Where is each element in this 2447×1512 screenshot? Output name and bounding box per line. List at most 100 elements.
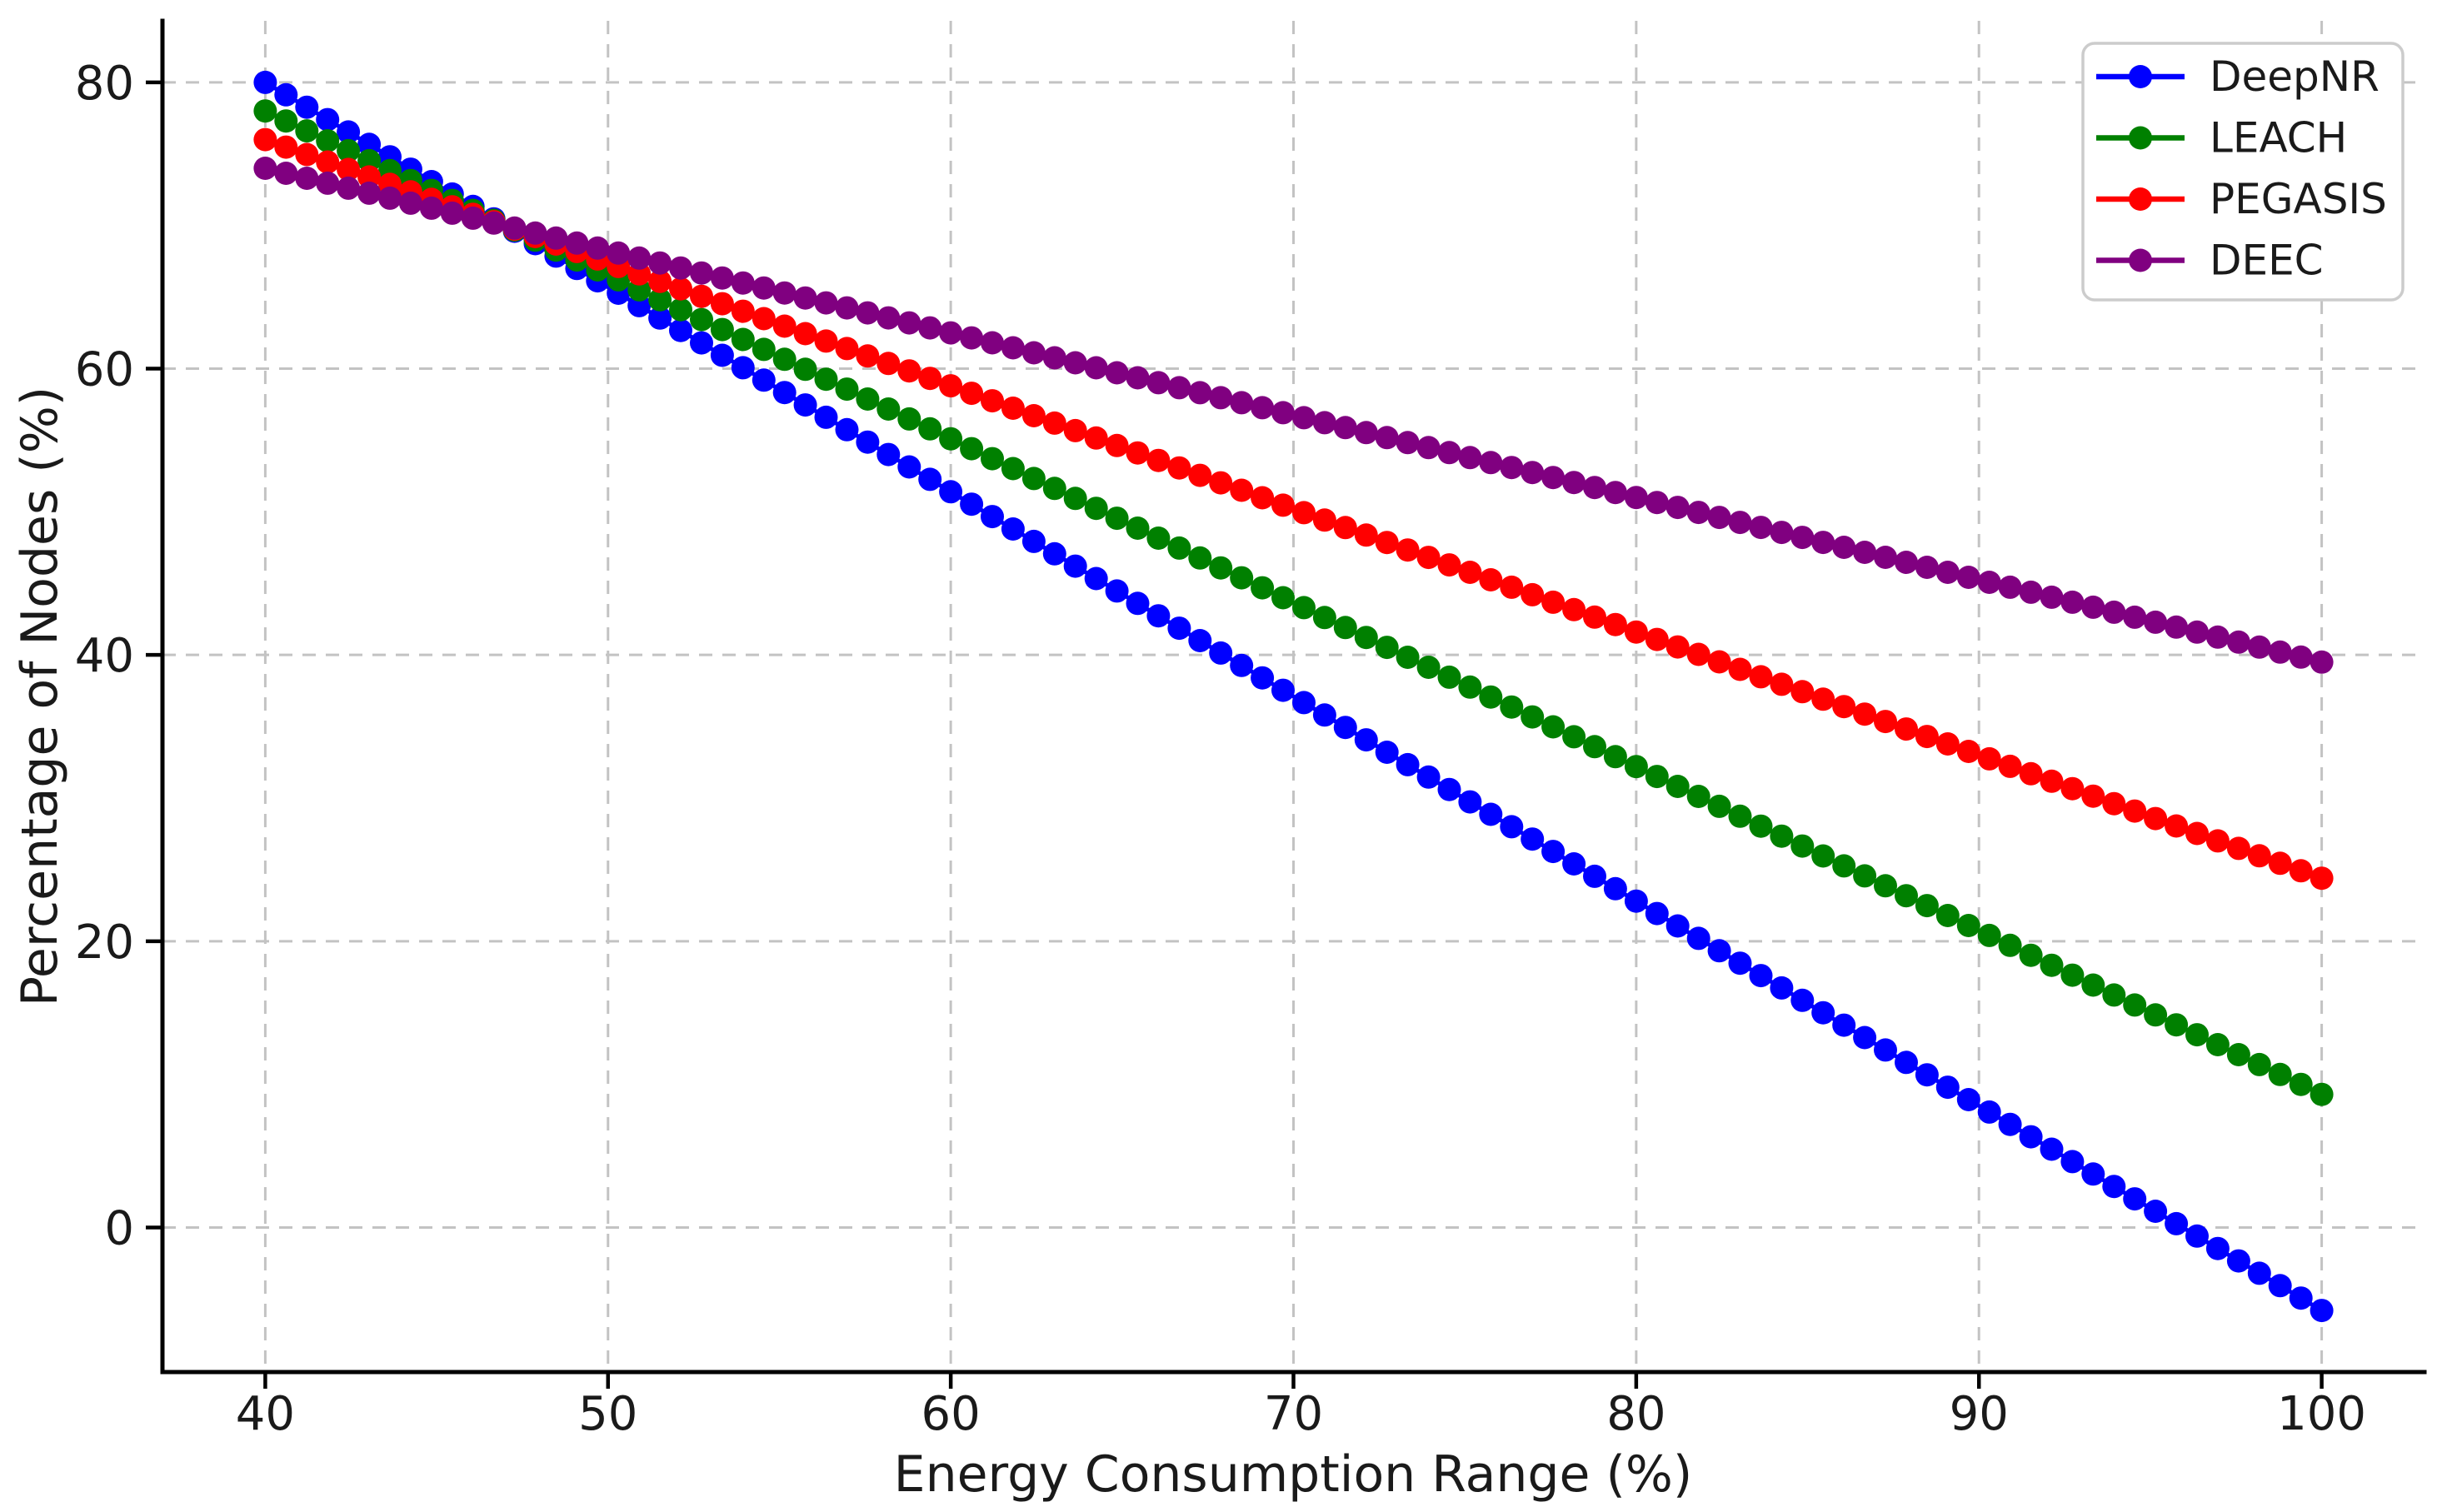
series-pegasis-marker	[1521, 582, 1545, 606]
axes-layer: 40 50 60 70 80 90 100 0 20 40 60 80	[75, 18, 2427, 1441]
series-deec-marker	[1895, 551, 1918, 574]
series-leach-marker	[2185, 1023, 2209, 1047]
series-deec-marker	[337, 176, 361, 200]
series-deec-marker	[1188, 381, 1212, 405]
series-leach-marker	[2226, 1043, 2250, 1066]
series-deec-marker	[1416, 436, 1441, 460]
series-deepnr-marker	[2165, 1211, 2189, 1235]
series-deepnr-marker	[2268, 1274, 2292, 1298]
legend-marker	[2129, 248, 2152, 272]
series-deepnr-marker	[1624, 889, 1648, 913]
series-pegasis-marker	[1354, 523, 1378, 547]
series-pegasis-marker	[1977, 746, 2001, 771]
series-deec-marker	[918, 316, 942, 340]
series-deec-marker	[939, 321, 963, 345]
series-deepnr-marker	[960, 492, 984, 516]
series-leach-marker	[2205, 1033, 2230, 1056]
series-deec-marker	[1541, 466, 1566, 490]
series-deepnr-marker	[1521, 827, 1545, 851]
series-leach-marker	[2144, 1003, 2168, 1027]
series-pegasis-marker	[2081, 784, 2105, 808]
series-deec-marker	[1167, 376, 1191, 400]
series-deepnr-marker	[1665, 914, 1690, 938]
series-pegasis-marker	[1707, 650, 1731, 674]
series-pegasis-marker	[1416, 546, 1441, 570]
series-deec-marker	[710, 266, 734, 290]
legend-entry-leach: LEACH	[2096, 114, 2347, 162]
series-leach-marker	[793, 357, 817, 382]
series-pegasis-marker	[1437, 553, 1461, 577]
series-deepnr-marker	[690, 331, 713, 355]
series-deec-marker	[357, 181, 382, 205]
series-pegasis-marker	[1063, 418, 1087, 442]
series-deepnr-marker	[1811, 1001, 1835, 1025]
series-deec-marker	[378, 186, 402, 210]
series-deepnr-marker	[1126, 591, 1150, 616]
series-pegasis-marker	[1001, 397, 1025, 420]
series-deec-marker	[1853, 541, 1877, 564]
series-deepnr-marker	[1915, 1063, 1939, 1087]
series-pegasis-marker	[793, 322, 817, 346]
series-pegasis-marker	[731, 299, 755, 323]
series-pegasis-marker	[1770, 672, 1794, 696]
series-deepnr-marker	[1312, 703, 1336, 727]
series-leach-marker	[2060, 963, 2085, 987]
series-deec	[253, 157, 2334, 674]
series-deepnr-marker	[2310, 1299, 2334, 1323]
series-deec-marker	[523, 221, 547, 245]
series-leach-marker	[1084, 497, 1108, 521]
series-pegasis-marker	[1935, 732, 1960, 756]
series-pegasis-marker	[1271, 493, 1295, 517]
series-deec-marker	[1146, 371, 1171, 395]
series-deepnr-marker	[1895, 1050, 1918, 1075]
series-deepnr-marker	[1188, 629, 1212, 652]
x-tick-label: 50	[578, 1387, 637, 1441]
series-leach-marker	[752, 337, 776, 362]
series-deec-marker	[835, 296, 859, 320]
series-leach-marker	[772, 347, 797, 372]
series-deec-marker	[607, 241, 631, 265]
series-leach-marker	[1167, 536, 1191, 560]
series-deepnr-marker	[1479, 802, 1503, 826]
series-deec-marker	[1500, 456, 1524, 480]
series-deec-marker	[2081, 595, 2105, 619]
legend-entry-pegasis: PEGASIS	[2096, 175, 2387, 223]
series-deepnr-marker	[2289, 1286, 2313, 1310]
series-pegasis-marker	[2123, 799, 2147, 823]
series-deec-marker	[1832, 536, 1856, 559]
x-tick-label: 80	[1606, 1387, 1665, 1441]
series-leach-marker	[856, 387, 880, 411]
series-deec-marker	[2165, 615, 2189, 639]
series-deepnr-marker	[981, 505, 1004, 529]
series-deepnr-marker	[1354, 728, 1378, 752]
series-pegasis-marker	[2310, 866, 2334, 891]
series-deec-marker	[1603, 481, 1627, 505]
y-axis-label: Percentage of Nodes (%)	[11, 387, 69, 1006]
series-pegasis-marker	[337, 157, 361, 182]
series-leach-marker	[1832, 854, 1856, 878]
series-leach-marker	[876, 397, 901, 421]
series-pegasis-marker	[1105, 433, 1129, 457]
series-pegasis-marker	[1853, 702, 1877, 726]
series-pegasis-marker	[981, 389, 1004, 413]
series-leach-marker	[1292, 596, 1316, 620]
series-pegasis-marker	[1686, 642, 1710, 666]
series-leach-marker	[1686, 785, 1710, 808]
series-leach-marker	[918, 417, 942, 441]
series-pegasis-marker	[1396, 538, 1420, 562]
series-deepnr-marker	[2226, 1249, 2250, 1273]
series-deec-marker	[2268, 640, 2292, 664]
series-pegasis-marker	[814, 329, 838, 353]
series-leach-marker	[1312, 606, 1336, 630]
series-pegasis-marker	[1167, 456, 1191, 480]
series-leach-marker	[690, 307, 713, 332]
series-deepnr-marker	[897, 455, 921, 479]
series-deec-marker	[1230, 391, 1254, 415]
series-deec-marker	[274, 162, 298, 185]
series-deepnr-marker	[357, 132, 382, 157]
series-pegasis-marker	[1375, 531, 1399, 555]
series-pegasis-marker	[2205, 829, 2230, 853]
series-deec-marker	[1479, 451, 1503, 475]
series-leach-marker	[1998, 933, 2022, 957]
